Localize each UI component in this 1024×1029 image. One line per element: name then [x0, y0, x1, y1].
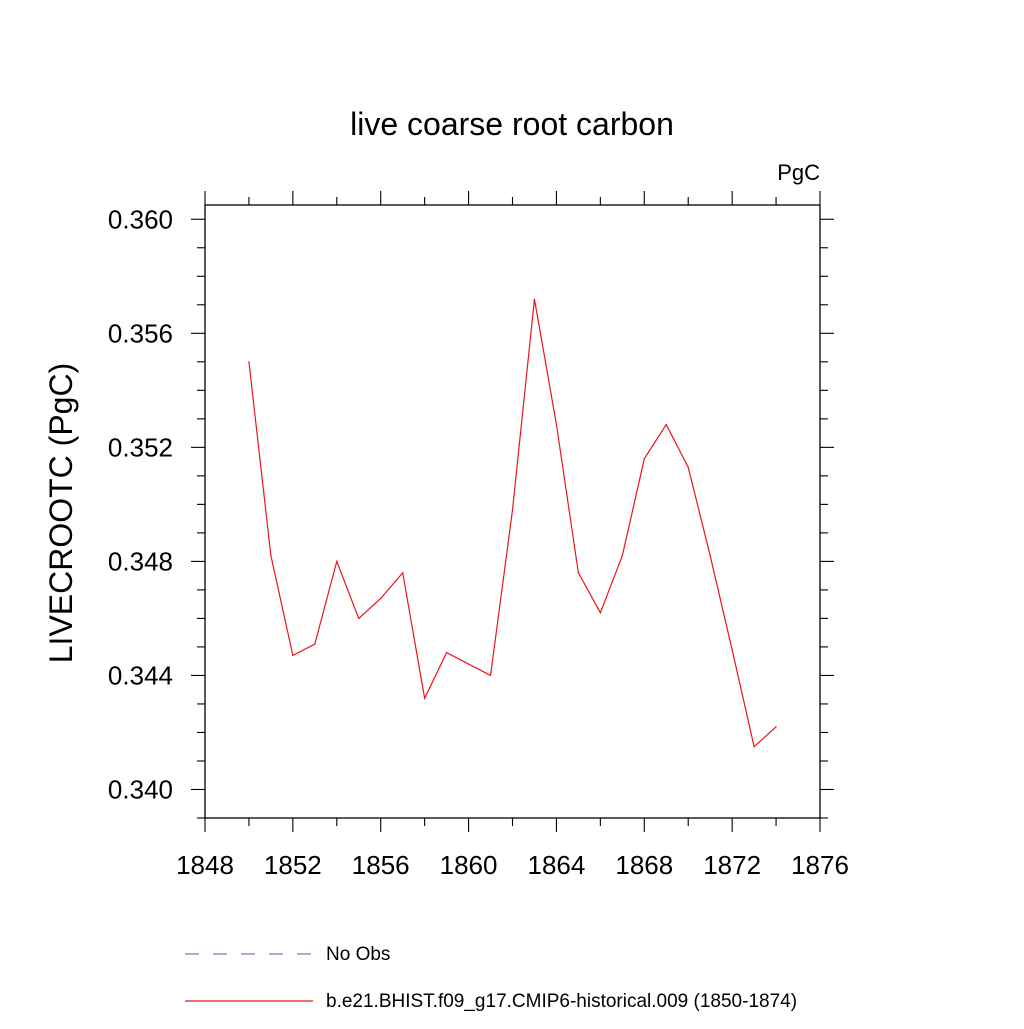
data-point	[775, 726, 777, 728]
x-tick-label: 1860	[440, 850, 498, 880]
x-tick-label: 1848	[176, 850, 234, 880]
legend-label-no-obs: No Obs	[326, 944, 390, 965]
x-tick-label: 1852	[264, 850, 322, 880]
units-label: PgC	[777, 160, 820, 185]
data-point	[270, 555, 272, 557]
plot-frame	[204, 204, 821, 819]
x-tick-label: 1868	[615, 850, 673, 880]
x-tick-label: 1876	[791, 850, 849, 880]
series-layer	[248, 298, 777, 748]
data-point	[248, 361, 250, 363]
data-point	[402, 572, 404, 574]
data-point	[731, 649, 733, 651]
y-tick-label: 0.352	[108, 432, 173, 462]
data-point	[511, 509, 514, 511]
data-point	[621, 555, 623, 557]
data-point	[424, 697, 426, 699]
data-point	[577, 572, 579, 574]
data-point	[380, 597, 382, 600]
y-tick-label: 0.360	[108, 204, 173, 234]
y-tick-label: 0.348	[108, 546, 173, 576]
y-axis-label: LIVECROOTC (PgC)	[43, 363, 79, 663]
axis-tick-labels: 1848 1852 1856 1860 1864 1868 1872 1876 0.340 0.3…	[108, 204, 849, 880]
axis-ticks	[191, 191, 834, 832]
data-point	[709, 555, 711, 557]
data-point	[336, 560, 338, 562]
data-point	[599, 612, 601, 614]
data-point	[533, 298, 536, 300]
data-point	[467, 663, 470, 665]
series-line	[248, 298, 777, 748]
legend: No Obs b.e21.BHIST.f09_g17.CMIP6-histori…	[185, 944, 797, 1012]
y-tick-label: 0.356	[108, 318, 173, 348]
data-point	[446, 652, 448, 654]
data-point	[643, 458, 645, 460]
y-tick-label: 0.344	[108, 660, 173, 690]
y-tick-label: 0.340	[108, 774, 173, 804]
data-point	[555, 423, 558, 426]
data-point	[753, 746, 755, 748]
legend-label-model: b.e21.BHIST.f09_g17.CMIP6-historical.009…	[326, 991, 797, 1012]
data-point	[314, 643, 316, 645]
x-tick-label: 1856	[352, 850, 410, 880]
data-point	[489, 674, 492, 677]
data-point	[687, 466, 689, 468]
data-point	[292, 654, 294, 657]
x-tick-label: 1864	[528, 850, 586, 880]
x-tick-label: 1872	[703, 850, 761, 880]
data-point	[665, 423, 667, 426]
data-point	[358, 617, 360, 620]
chart-title: live coarse root carbon	[350, 106, 674, 142]
